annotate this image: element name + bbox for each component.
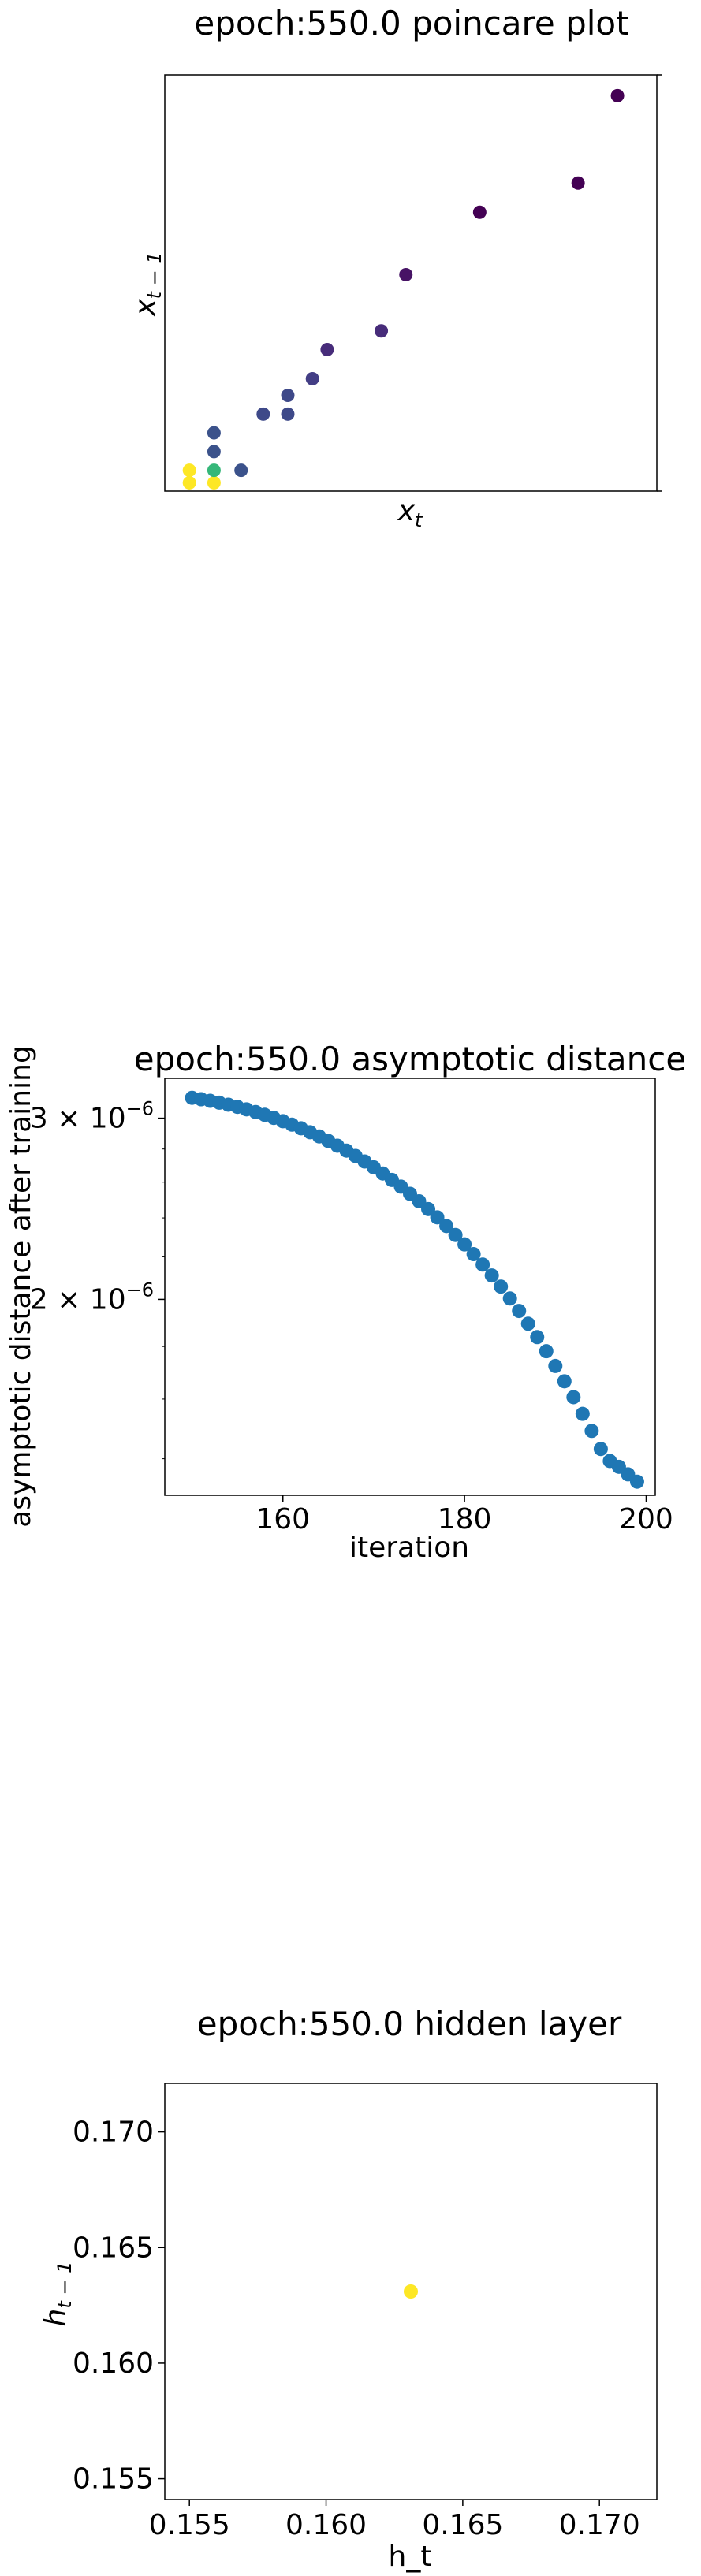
- data-point: [430, 1210, 445, 1225]
- data-point: [472, 205, 487, 219]
- data-point: [281, 407, 295, 421]
- y-axis-label: ht − 1: [39, 2261, 76, 2327]
- data-point: [502, 1291, 517, 1306]
- hidden-layer-chart: epoch:550.0 hidden layer 0.155 0.160 0.165…: [39, 2005, 658, 2573]
- data-point: [281, 389, 295, 403]
- data-point: [539, 1344, 554, 1359]
- data-point: [466, 1247, 481, 1262]
- data-point: [182, 463, 196, 478]
- y-axis-label: xt − 1: [129, 251, 166, 316]
- plot-frame: [164, 1078, 656, 1496]
- data-point: [399, 267, 413, 281]
- data-point: [566, 1390, 581, 1405]
- data-point: [512, 1304, 527, 1319]
- data-point: [593, 1442, 608, 1457]
- data-point: [548, 1358, 563, 1373]
- chart-title: epoch:550.0 asymptotic distance: [134, 1040, 686, 1078]
- data-point: [475, 1257, 490, 1272]
- data-point: [571, 176, 585, 190]
- data-point: [305, 371, 319, 385]
- chart-title: epoch:550.0 hidden layer: [197, 2005, 622, 2043]
- x-tick-label: 180: [438, 1503, 492, 1536]
- data-point: [530, 1330, 545, 1345]
- data-point: [207, 426, 221, 440]
- data-point: [629, 1474, 644, 1489]
- y-tick-label: 0.165: [73, 2232, 154, 2264]
- poincare-plot-chart: epoch:550.0 poincare plot xt xt − 1: [129, 4, 662, 531]
- data-point: [320, 342, 334, 356]
- data-point: [207, 463, 221, 478]
- data-point: [234, 463, 248, 478]
- y-tick-label: 0.170: [73, 2116, 154, 2149]
- x-tick-label: 0.170: [559, 2509, 640, 2541]
- data-point: [421, 1201, 436, 1216]
- data-point: [584, 1424, 599, 1439]
- data-point: [448, 1227, 463, 1242]
- plot-frame: [164, 74, 658, 492]
- data-point: [520, 1316, 535, 1331]
- x-tick-label: 0.155: [149, 2509, 230, 2541]
- x-axis-label: xt: [397, 495, 423, 531]
- data-point: [404, 2284, 418, 2299]
- x-tick-label: 200: [619, 1503, 673, 1536]
- y-axis-label: asymptotic distance after training: [5, 1045, 37, 1528]
- data-point: [575, 1406, 590, 1421]
- y-tick-label: 0.155: [73, 2463, 154, 2496]
- data-point: [484, 1268, 499, 1283]
- y-tick-label: 2 × 10−6: [30, 1279, 154, 1316]
- x-tick-label: 160: [255, 1503, 310, 1536]
- data-point: [182, 475, 196, 490]
- data-point: [439, 1219, 454, 1234]
- data-point: [494, 1279, 509, 1294]
- y-tick-label: 3 × 10−6: [30, 1098, 154, 1135]
- data-point: [207, 445, 221, 459]
- asymptotic-distance-chart: epoch:550.0 asymptotic distance 160 180 20…: [5, 1040, 686, 1564]
- plot-frame: [164, 2083, 658, 2500]
- x-tick-label: 0.165: [422, 2509, 503, 2541]
- x-axis-label: h_t: [389, 2541, 432, 2573]
- data-point: [375, 324, 389, 338]
- data-point: [557, 1374, 572, 1389]
- data-point: [207, 475, 221, 490]
- data-point: [256, 407, 270, 421]
- x-axis-label: iteration: [349, 1532, 469, 1564]
- chart-title: epoch:550.0 poincare plot: [194, 4, 628, 43]
- y-tick-label: 0.160: [73, 2347, 154, 2380]
- data-point: [610, 88, 625, 102]
- x-tick-label: 0.160: [285, 2509, 367, 2541]
- data-point: [457, 1237, 472, 1252]
